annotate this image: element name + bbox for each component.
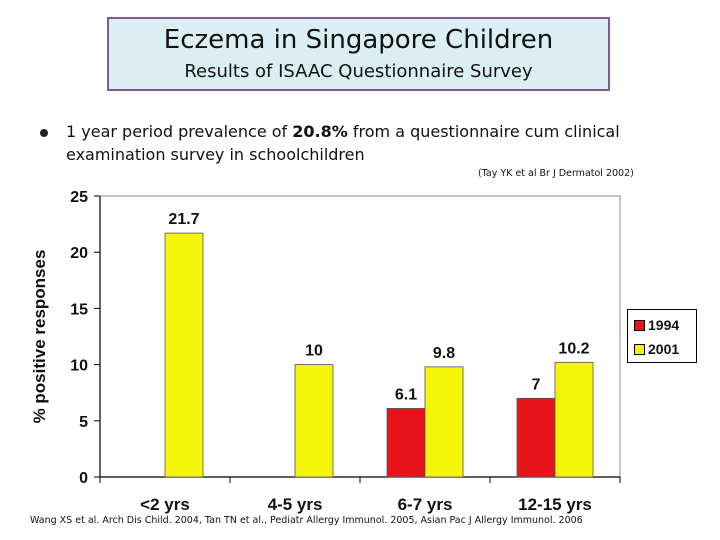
bar-2001-0 [164, 232, 204, 478]
x-tick-label: <2 yrs [140, 495, 190, 514]
y-tick-label: 25 [70, 189, 88, 206]
data-label: 10.2 [558, 340, 589, 357]
citation-top: (Tay YK et al Br J Dermatol 2002) [478, 168, 634, 179]
page-title: Eczema in Singapore Children [163, 25, 554, 55]
data-label: 9.8 [433, 345, 455, 362]
citation-bottom: Wang XS et al. Arch Dis Child. 2004, Tan… [30, 515, 583, 526]
x-tick-label: 6-7 yrs [398, 495, 453, 514]
bullet-text-pre: 1 year period prevalence of [66, 122, 293, 141]
y-tick-label: 10 [70, 358, 88, 375]
bullet-dot-icon [40, 129, 48, 137]
y-tick-label: 15 [70, 301, 88, 318]
legend-swatch-2001 [634, 344, 645, 355]
x-tick-label: 12-15 yrs [518, 495, 592, 514]
legend-label-1994: 1994 [648, 317, 680, 333]
x-tick-label: 4-5 yrs [268, 495, 323, 514]
bullet-text-post: from a questionnaire cum clinical examin… [66, 122, 620, 164]
legend-swatch-1994 [634, 320, 645, 331]
y-tick-label: 0 [79, 470, 88, 487]
legend-label-2001: 2001 [648, 341, 680, 357]
bar-1994-2 [386, 408, 426, 478]
bullet-text: 1 year period prevalence of 20.8% from a… [66, 120, 646, 166]
bullet-text-bold: 20.8% [292, 122, 348, 141]
y-axis-title: % positive responses [30, 250, 49, 424]
data-label: 6.1 [395, 386, 417, 403]
bar-1994-3 [516, 397, 556, 478]
y-tick-label: 20 [70, 245, 88, 262]
page-subtitle: Results of ISAAC Questionnaire Survey [184, 61, 533, 82]
y-tick-label: 5 [79, 414, 88, 431]
bar-2001-2 [424, 366, 464, 478]
data-label: 7 [532, 376, 541, 393]
chart-legend: 1994 2001 [627, 309, 697, 363]
bar-2001-1 [294, 364, 334, 478]
data-label: 10 [305, 343, 323, 360]
bar-2001-3 [554, 361, 594, 478]
data-label: 21.7 [168, 211, 199, 228]
title-box: Eczema in Singapore Children Results of … [107, 17, 610, 91]
